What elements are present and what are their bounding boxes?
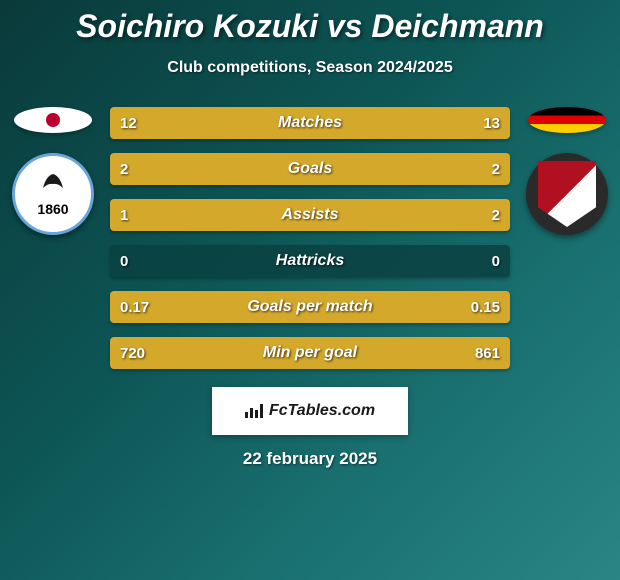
stat-label: Goals — [288, 160, 332, 178]
stat-row: 12 Matches 13 — [110, 107, 510, 139]
stat-bar-right — [310, 153, 510, 185]
stats-center: 12 Matches 13 2 Goals 2 1 Assists 2 0 Hattricks 0 0.… — [110, 107, 510, 369]
left-column: 1860 — [8, 107, 98, 235]
stat-value-right: 2 — [492, 207, 500, 224]
subtitle: Club competitions, Season 2024/2025 — [0, 59, 620, 77]
stat-bar-left — [110, 153, 310, 185]
page-title: Soichiro Kozuki vs Deichmann — [0, 0, 620, 45]
stat-label: Hattricks — [276, 252, 344, 270]
right-column — [522, 107, 612, 235]
stats-container: 1860 12 Matches 13 2 Goals 2 1 Assists 2 0 Hattric… — [0, 107, 620, 369]
stat-value-left: 0.17 — [120, 299, 149, 316]
club-year: 1860 — [37, 201, 68, 217]
footer-logo: FcTables.com — [212, 387, 408, 435]
stat-row: 0.17 Goals per match 0.15 — [110, 291, 510, 323]
footer-logo-text: FcTables.com — [269, 402, 375, 420]
stat-row: 2 Goals 2 — [110, 153, 510, 185]
stat-row: 0 Hattricks 0 — [110, 245, 510, 277]
germany-flag-icon — [528, 107, 606, 133]
stat-value-left: 1 — [120, 207, 128, 224]
club-badge-1860: 1860 — [12, 153, 94, 235]
stat-value-right: 13 — [483, 115, 500, 132]
footer-date: 22 february 2025 — [0, 449, 620, 469]
stat-label: Goals per match — [247, 298, 372, 316]
stat-value-left: 720 — [120, 345, 145, 362]
stat-label: Min per goal — [263, 344, 357, 362]
stat-value-left: 0 — [120, 253, 128, 270]
stat-row: 1 Assists 2 — [110, 199, 510, 231]
stat-row: 720 Min per goal 861 — [110, 337, 510, 369]
stat-value-left: 2 — [120, 161, 128, 178]
stat-bar-left — [110, 199, 242, 231]
shield-icon — [538, 161, 596, 227]
stat-label: Assists — [282, 206, 339, 224]
club-badge-ingolstadt — [526, 153, 608, 235]
stat-bar-left — [110, 107, 302, 139]
bars-icon — [245, 404, 263, 418]
stat-value-left: 12 — [120, 115, 137, 132]
stat-label: Matches — [278, 114, 342, 132]
japan-flag-icon — [14, 107, 92, 133]
stat-value-right: 861 — [475, 345, 500, 362]
lion-icon — [38, 168, 68, 201]
stat-value-right: 2 — [492, 161, 500, 178]
stat-value-right: 0 — [492, 253, 500, 270]
stat-value-right: 0.15 — [471, 299, 500, 316]
